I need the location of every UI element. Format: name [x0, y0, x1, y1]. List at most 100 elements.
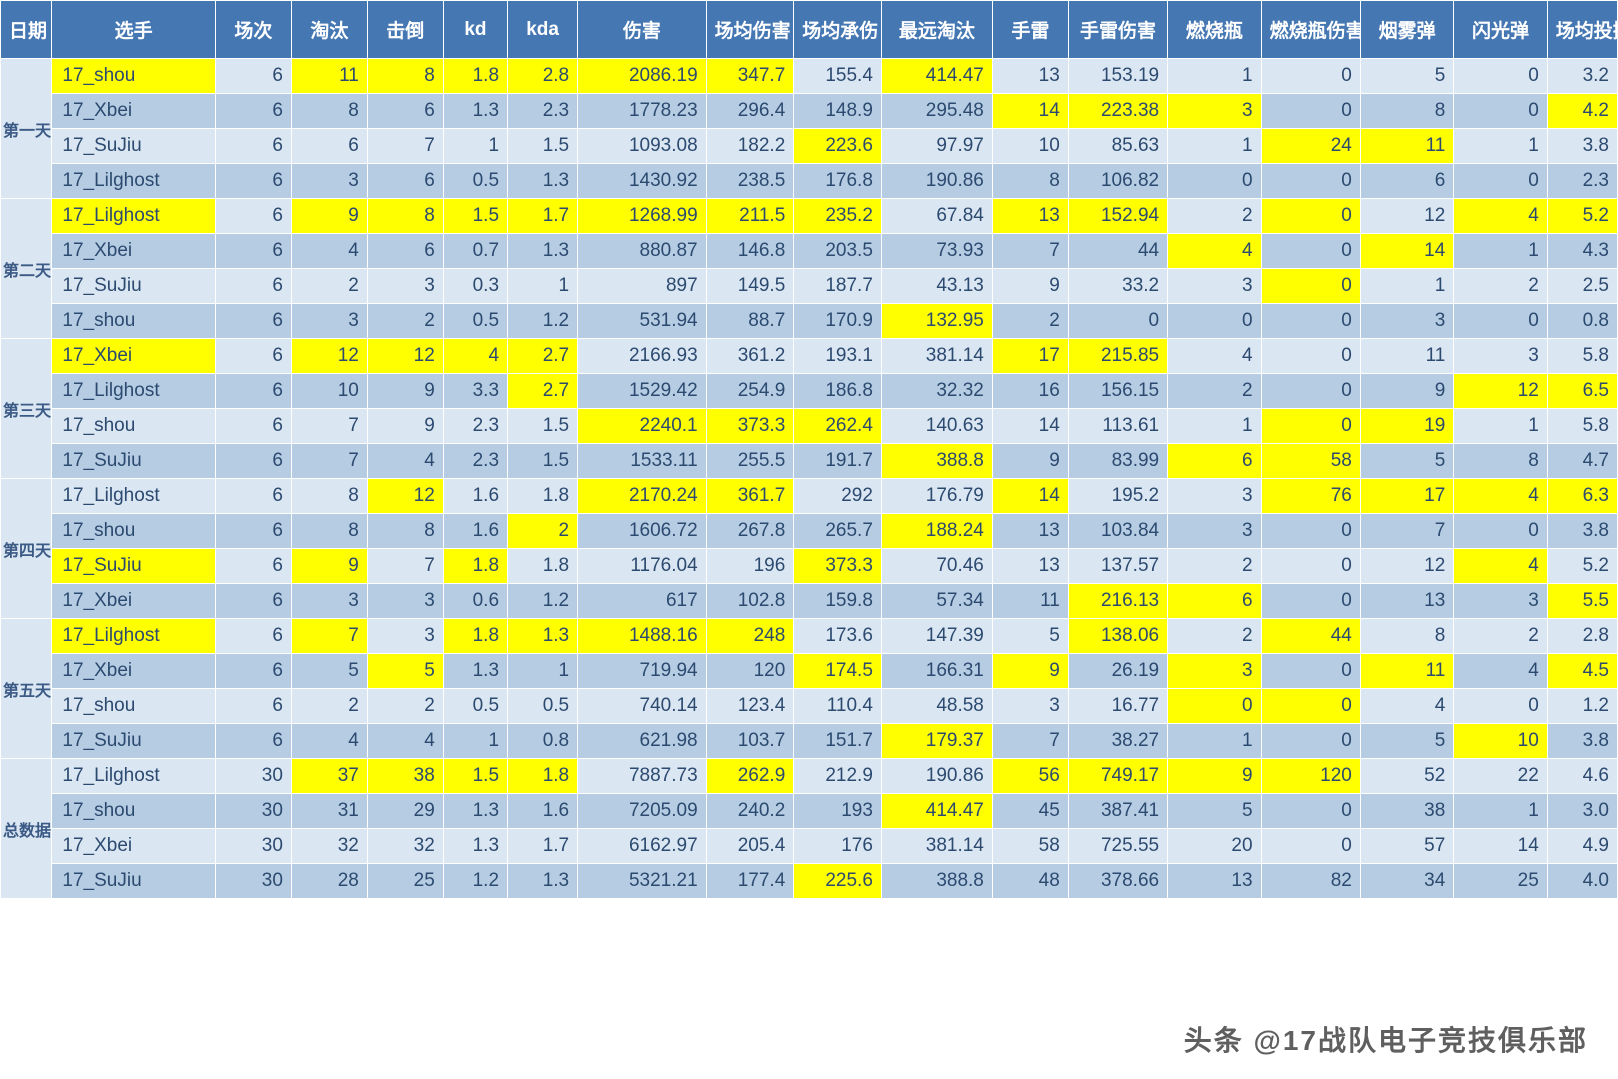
value-cell: 29 [367, 794, 443, 829]
value-cell: 193 [794, 794, 882, 829]
value-cell: 5 [1360, 59, 1453, 94]
value-cell: 32.32 [881, 374, 992, 409]
value-cell: 0 [1261, 199, 1360, 234]
value-cell: 166.31 [881, 654, 992, 689]
value-cell: 3.3 [443, 374, 507, 409]
value-cell: 1.3 [443, 654, 507, 689]
value-cell: 2 [1454, 269, 1547, 304]
value-cell: 10 [992, 129, 1068, 164]
value-cell: 6 [215, 444, 291, 479]
col-header: 伤害 [578, 1, 707, 59]
value-cell: 1 [443, 724, 507, 759]
value-cell: 132.95 [881, 304, 992, 339]
value-cell: 2166.93 [578, 339, 707, 374]
col-header: 燃烧瓶伤害 [1261, 1, 1360, 59]
value-cell: 4 [1454, 479, 1547, 514]
value-cell: 1.3 [508, 619, 578, 654]
value-cell: 24 [1261, 129, 1360, 164]
table-row: 17_shou6220.50.5740.14123.4110.448.58316… [1, 689, 1618, 724]
value-cell: 897 [578, 269, 707, 304]
player-cell: 17_SuJiu [52, 549, 216, 584]
table-row: 17_SuJiu3028251.21.35321.21177.4225.6388… [1, 864, 1618, 899]
value-cell: 191.7 [794, 444, 882, 479]
value-cell: 151.7 [794, 724, 882, 759]
col-header: 手雷伤害 [1068, 1, 1167, 59]
col-header: 场均承伤 [794, 1, 882, 59]
value-cell: 1.8 [508, 759, 578, 794]
value-cell: 2170.24 [578, 479, 707, 514]
value-cell: 6 [291, 129, 367, 164]
value-cell: 138.06 [1068, 619, 1167, 654]
value-cell: 176.79 [881, 479, 992, 514]
value-cell: 14 [992, 479, 1068, 514]
value-cell: 113.61 [1068, 409, 1167, 444]
value-cell: 12 [1454, 374, 1547, 409]
value-cell: 170.9 [794, 304, 882, 339]
value-cell: 9 [1360, 374, 1453, 409]
player-cell: 17_shou [52, 304, 216, 339]
value-cell: 1.6 [443, 514, 507, 549]
value-cell: 248 [706, 619, 794, 654]
player-cell: 17_SuJiu [52, 129, 216, 164]
table-row: 17_shou6320.51.2531.9488.7170.9132.95200… [1, 304, 1618, 339]
value-cell: 2 [367, 304, 443, 339]
value-cell: 1529.42 [578, 374, 707, 409]
value-cell: 0 [1168, 164, 1261, 199]
value-cell: 30 [215, 794, 291, 829]
value-cell: 4 [1360, 689, 1453, 724]
col-header: 击倒 [367, 1, 443, 59]
value-cell: 7205.09 [578, 794, 707, 829]
value-cell: 0 [1261, 234, 1360, 269]
value-cell: 6 [215, 269, 291, 304]
value-cell: 7 [367, 129, 443, 164]
value-cell: 10 [291, 374, 367, 409]
player-cell: 17_Xbei [52, 584, 216, 619]
value-cell: 58 [1261, 444, 1360, 479]
value-cell: 0 [1261, 689, 1360, 724]
value-cell: 265.7 [794, 514, 882, 549]
value-cell: 11 [1360, 129, 1453, 164]
value-cell: 30 [215, 864, 291, 899]
value-cell: 4 [367, 444, 443, 479]
value-cell: 16.77 [1068, 689, 1167, 724]
value-cell: 203.5 [794, 234, 882, 269]
date-group-cell: 第二天 [1, 199, 52, 339]
table-row: 17_SuJiu66711.51093.08182.2223.697.97108… [1, 129, 1618, 164]
value-cell: 719.94 [578, 654, 707, 689]
value-cell: 5.5 [1547, 584, 1617, 619]
table-row: 17_SuJiu6230.31897149.5187.743.13933.230… [1, 269, 1618, 304]
value-cell: 5 [367, 654, 443, 689]
value-cell: 1430.92 [578, 164, 707, 199]
value-cell: 174.5 [794, 654, 882, 689]
watermark: 头条 @17战队电子竞技俱乐部 [1184, 1019, 1588, 1059]
value-cell: 2.5 [1547, 269, 1617, 304]
value-cell: 1.7 [508, 829, 578, 864]
col-header: 烟雾弹 [1360, 1, 1453, 59]
value-cell: 153.19 [1068, 59, 1167, 94]
value-cell: 13 [1360, 584, 1453, 619]
value-cell: 1.3 [443, 794, 507, 829]
value-cell: 0.5 [508, 689, 578, 724]
value-cell: 4.9 [1547, 829, 1617, 864]
value-cell: 5 [291, 654, 367, 689]
value-cell: 235.2 [794, 199, 882, 234]
value-cell: 1268.99 [578, 199, 707, 234]
value-cell: 3 [1454, 584, 1547, 619]
value-cell: 28 [291, 864, 367, 899]
value-cell: 9 [992, 444, 1068, 479]
value-cell: 254.9 [706, 374, 794, 409]
value-cell: 1778.23 [578, 94, 707, 129]
value-cell: 32 [367, 829, 443, 864]
value-cell: 19 [1360, 409, 1453, 444]
value-cell: 296.4 [706, 94, 794, 129]
value-cell: 215.85 [1068, 339, 1167, 374]
value-cell: 123.4 [706, 689, 794, 724]
value-cell: 9 [291, 199, 367, 234]
value-cell: 1.2 [508, 584, 578, 619]
value-cell: 8 [1360, 619, 1453, 654]
col-header: 手雷 [992, 1, 1068, 59]
value-cell: 3 [1168, 479, 1261, 514]
value-cell: 5 [1168, 794, 1261, 829]
value-cell: 388.8 [881, 864, 992, 899]
value-cell: 373.3 [794, 549, 882, 584]
